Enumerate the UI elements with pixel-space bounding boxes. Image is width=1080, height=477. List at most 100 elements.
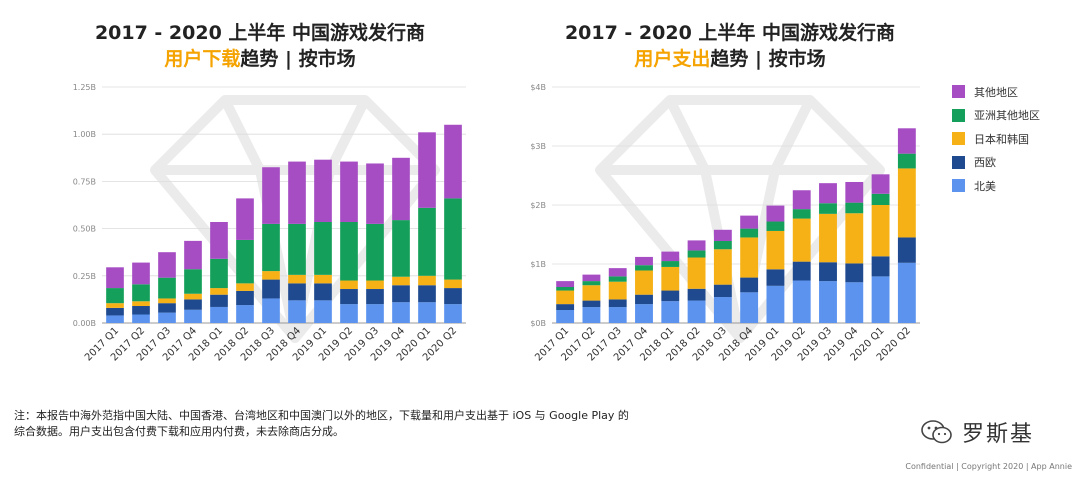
bar-segment <box>106 267 124 289</box>
bar-segment <box>687 300 706 323</box>
bar-segment <box>106 303 124 308</box>
bar-segment <box>236 283 254 291</box>
bar-segment <box>740 228 759 238</box>
bar-segment <box>687 257 706 289</box>
legend-item: 日本和韩国 <box>952 127 1040 151</box>
bar-segment <box>210 288 228 295</box>
legend-swatch <box>952 85 965 99</box>
bar-segment <box>766 285 785 323</box>
left-title-accent: 用户下载 <box>164 48 241 70</box>
bar-segment <box>661 266 680 291</box>
bar-segment <box>871 205 890 257</box>
bar-segment <box>210 258 228 289</box>
y-tick-label: $4B <box>530 83 546 92</box>
bar-segment <box>444 304 462 323</box>
bar-segment <box>740 237 759 278</box>
bar-segment <box>158 277 176 299</box>
bar-segment <box>184 240 202 270</box>
y-tick-label: 0.00B <box>73 319 96 328</box>
bar-segment <box>556 304 575 311</box>
bar-segment <box>608 281 627 300</box>
bar-segment <box>288 223 306 275</box>
footnote-line1: 注：本报告中海外范指中国大陆、中国香港、台湾地区和中国澳门以外的地区，下载量和用… <box>14 409 629 422</box>
bar-segment <box>262 271 280 280</box>
bar-segment <box>418 132 436 208</box>
bar-segment <box>897 128 916 154</box>
brand-watermark: 罗斯基 <box>920 416 1034 448</box>
bar-segment <box>582 285 601 301</box>
bar-segment <box>262 167 280 224</box>
left-title-line1: 2017 - 2020 上半年 中国游戏发行商 <box>94 22 426 44</box>
bar-segment <box>392 285 410 303</box>
bar-segment <box>766 221 785 231</box>
bar-segment <box>845 282 864 323</box>
legend-item: 北美 <box>952 174 1040 198</box>
bar-segment <box>871 256 890 277</box>
bar-segment <box>713 284 732 298</box>
bar-segment <box>819 183 837 204</box>
bar-segment <box>132 314 150 323</box>
bar-segment <box>106 315 124 323</box>
bar-segment <box>392 276 410 286</box>
bar-segment <box>340 289 358 305</box>
y-tick-label: 0.25B <box>73 272 96 281</box>
bar-segment <box>635 304 653 323</box>
bar-segment <box>871 276 890 323</box>
bar-segment <box>635 265 653 271</box>
bar-segment <box>661 251 680 262</box>
bar-segment <box>845 213 864 264</box>
bar-segment <box>608 299 627 308</box>
bar-segment <box>897 237 916 263</box>
legend-label: 西欧 <box>974 156 996 170</box>
right-title-accent: 用户支出 <box>634 48 711 70</box>
bar-segment <box>392 157 410 221</box>
bar-segment <box>132 306 150 315</box>
right-chart-title: 2017 - 2020 上半年 中国游戏发行商 用户支出趋势 | 按市场 <box>520 20 940 72</box>
bar-segment <box>713 229 732 241</box>
y-tick-label: $0B <box>530 319 546 328</box>
bar-segment <box>236 305 254 323</box>
right-title-line1: 2017 - 2020 上半年 中国游戏发行商 <box>564 22 896 44</box>
bar-segment <box>608 276 627 282</box>
bar-segment <box>236 290 254 306</box>
bar-segment <box>340 280 358 290</box>
y-tick-label: $2B <box>530 201 546 210</box>
bar-segment <box>819 281 837 323</box>
bar-segment <box>444 279 462 289</box>
bar-segment <box>314 159 332 222</box>
bar-segment <box>158 303 176 313</box>
bar-segment <box>366 163 384 224</box>
bar-segment <box>132 284 150 302</box>
bar-segment <box>418 302 436 323</box>
bar-segment <box>158 298 176 304</box>
bar-segment <box>314 300 332 323</box>
bar-segment <box>608 268 627 277</box>
legend-label: 亚洲其他地区 <box>974 109 1040 123</box>
y-tick-label: 1.00B <box>73 130 96 139</box>
left-title-rest: 趋势 | 按市场 <box>240 48 356 70</box>
bar-segment <box>766 269 785 286</box>
footnote: 注：本报告中海外范指中国大陆、中国香港、台湾地区和中国澳门以外的地区，下载量和用… <box>14 408 714 440</box>
bar-segment <box>418 275 436 286</box>
bar-segment <box>740 215 759 229</box>
bar-segment <box>661 261 680 267</box>
bar-segment <box>713 249 732 285</box>
bar-segment <box>132 262 150 285</box>
bar-segment <box>766 230 785 270</box>
bar-segment <box>582 300 601 308</box>
bar-segment <box>106 307 124 316</box>
legend-item: 其他地区 <box>952 80 1040 104</box>
legend-item: 西欧 <box>952 151 1040 175</box>
bar-segment <box>661 290 680 302</box>
bar-segment <box>262 279 280 299</box>
bar-segment <box>314 221 332 275</box>
bar-segment <box>845 181 864 203</box>
bar-segment <box>792 209 811 219</box>
legend-swatch <box>952 155 965 169</box>
bar-segment <box>766 205 785 222</box>
bar-segment <box>210 294 228 307</box>
bar-segment <box>392 302 410 323</box>
bar-segment <box>687 288 706 301</box>
bar-segment <box>845 202 864 214</box>
legend-label: 其他地区 <box>974 85 1018 99</box>
